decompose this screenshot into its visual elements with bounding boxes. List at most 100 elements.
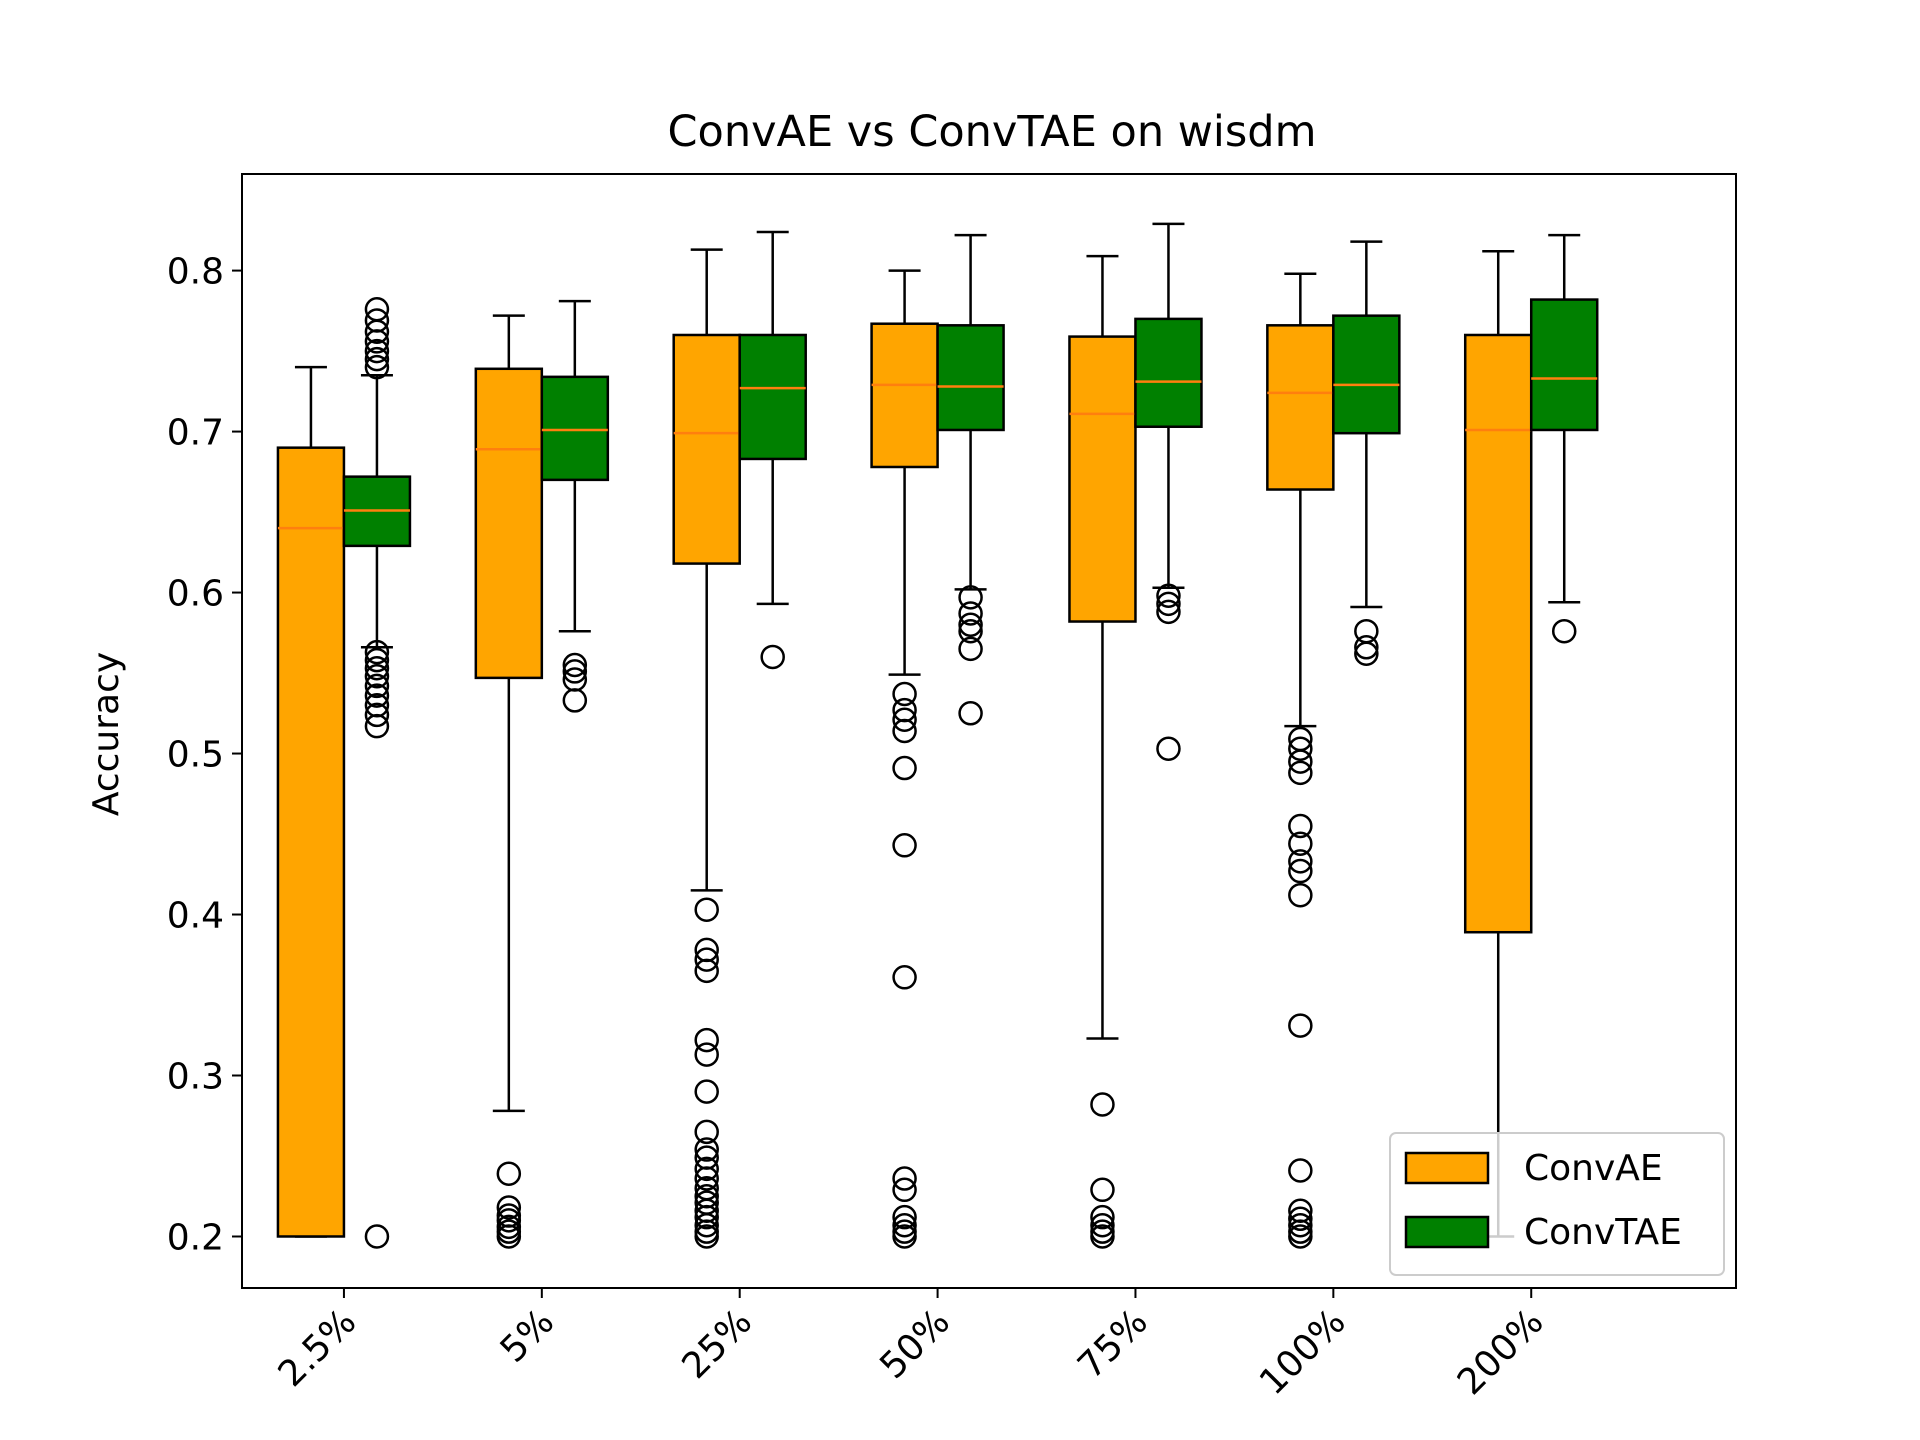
box-iqr — [936, 324, 1005, 432]
outlier-point — [364, 639, 390, 665]
box-iqr — [1332, 314, 1401, 435]
outlier-point — [694, 1156, 719, 1182]
outlier-point — [892, 697, 917, 723]
legend-swatch-convae — [1404, 1151, 1490, 1185]
chart-title: ConvAE vs ConvTAE on wisdm — [668, 107, 1317, 157]
outlier-point — [364, 702, 390, 728]
outlier-point — [562, 659, 588, 684]
outlier-point — [694, 1119, 719, 1145]
y-axis-ticks: 0.2 0.3 0.4 0.5 0.6 0.7 0.8 — [167, 252, 242, 1258]
outlier-point — [892, 1204, 917, 1230]
outlier-point — [364, 683, 390, 708]
outlier-point — [1288, 760, 1313, 786]
box-convtae-0 — [342, 296, 412, 1249]
outlier-point — [1354, 635, 1379, 660]
outlier-point — [1288, 1206, 1313, 1232]
box-iqr — [474, 367, 544, 680]
outlier-point — [694, 947, 719, 972]
outlier-point — [892, 707, 917, 732]
outlier-point — [496, 1203, 522, 1228]
outlier-point — [364, 664, 390, 689]
outlier-point — [694, 1145, 719, 1170]
outlier-point — [892, 965, 917, 990]
box-iqr — [1134, 317, 1203, 428]
outlier-point — [364, 296, 390, 322]
outlier-point — [1090, 1177, 1115, 1203]
box-convtae-3 — [936, 233, 1005, 726]
y-tick-label: 0.2 — [167, 1217, 224, 1258]
outlier-point — [892, 1177, 917, 1203]
outlier-point — [1090, 1204, 1115, 1230]
outlier-point — [562, 667, 588, 692]
outlier-point — [364, 308, 390, 333]
y-tick-label: 0.3 — [167, 1057, 224, 1098]
outlier-point — [1156, 599, 1181, 625]
outlier-point — [496, 1195, 522, 1220]
outlier-point — [694, 1183, 719, 1209]
outlier-point — [1288, 1198, 1313, 1223]
outlier-point — [694, 1190, 719, 1215]
y-tick-label: 0.7 — [167, 413, 224, 454]
legend: ConvAE ConvTAE — [1389, 1132, 1725, 1276]
box-iqr — [870, 322, 939, 469]
box-convtae-2 — [738, 230, 807, 670]
outlier-point — [1288, 849, 1313, 874]
legend-label-convtae: ConvTAE — [1524, 1212, 1682, 1253]
outlier-point — [694, 1079, 719, 1104]
box-convae-4 — [1068, 254, 1137, 1249]
plot-frame — [241, 173, 1737, 1289]
box-iqr — [1266, 324, 1335, 491]
box-convtae-1 — [540, 299, 610, 713]
box-convae-5 — [1266, 272, 1335, 1249]
box-iqr — [1529, 298, 1599, 432]
outlier-point — [1288, 882, 1313, 908]
box-convae-1 — [474, 314, 544, 1249]
outlier-point — [1288, 1013, 1313, 1038]
outlier-point — [694, 1175, 719, 1201]
outlier-point — [364, 673, 390, 699]
legend-swatch-convtae — [1404, 1215, 1490, 1249]
box-convae-3 — [870, 269, 939, 1249]
box-convtae-5 — [1332, 240, 1401, 666]
outlier-point — [1288, 858, 1313, 884]
box-convtae-4 — [1134, 222, 1203, 761]
outlier-point — [364, 338, 390, 364]
outlier-point — [364, 655, 390, 681]
outlier-point — [1288, 1158, 1313, 1183]
outlier-point — [1288, 813, 1313, 839]
outlier-point — [694, 1137, 719, 1162]
outlier-point — [562, 652, 588, 678]
outlier-point — [1090, 1092, 1115, 1117]
outlier-point — [694, 1042, 719, 1067]
outlier-point — [1288, 736, 1313, 761]
outlier-point — [958, 701, 983, 726]
outlier-point — [496, 1214, 522, 1240]
outlier-point — [1090, 1219, 1115, 1244]
outlier-point — [694, 1027, 719, 1053]
outlier-point — [892, 755, 917, 781]
outlier-point — [1551, 618, 1577, 644]
box-convae-0 — [276, 365, 346, 1238]
outlier-point — [364, 647, 390, 673]
outlier-point — [760, 644, 785, 670]
box-convae-2 — [672, 248, 741, 1249]
outlier-point — [694, 897, 719, 922]
outlier-point — [1156, 591, 1181, 617]
outlier-point — [1156, 736, 1181, 761]
box-iqr — [672, 333, 741, 565]
outlier-point — [1288, 1212, 1313, 1238]
y-tick-label: 0.4 — [167, 896, 224, 937]
y-tick-label: 0.6 — [167, 574, 224, 615]
outlier-point — [1288, 831, 1313, 856]
outlier-point — [958, 612, 983, 638]
y-tick-label: 0.5 — [167, 735, 224, 776]
outlier-point — [364, 1224, 390, 1249]
series-convtae — [342, 222, 1599, 1249]
outlier-point — [496, 1161, 522, 1186]
box-iqr — [738, 333, 807, 461]
outlier-point — [364, 346, 390, 372]
outlier-point — [694, 937, 719, 963]
outlier-point — [958, 601, 983, 626]
outlier-point — [892, 681, 917, 707]
